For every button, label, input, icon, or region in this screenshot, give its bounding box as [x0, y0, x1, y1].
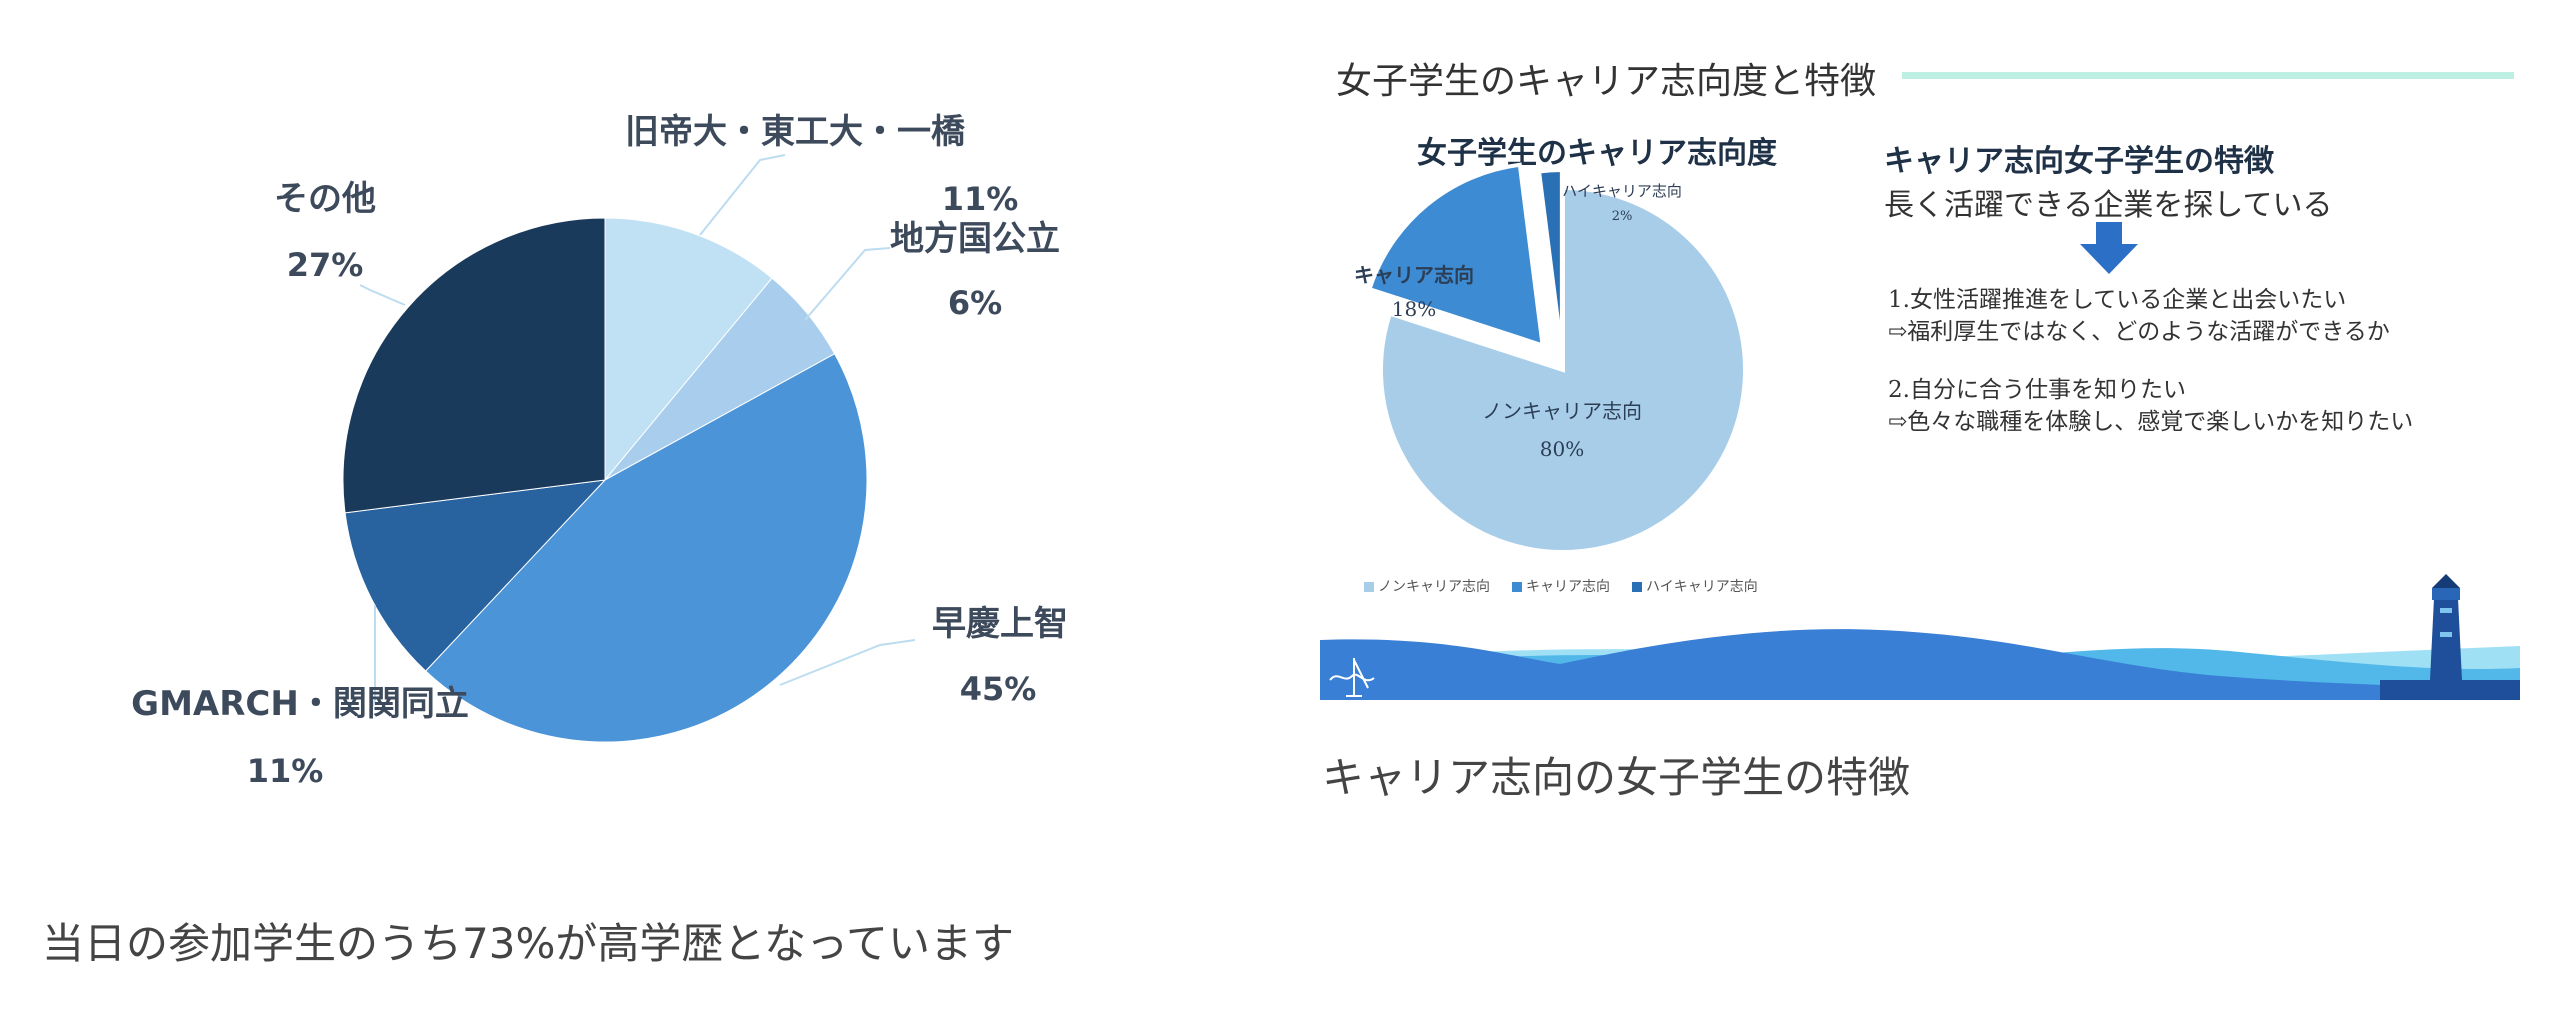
- slice-label: ノンキャリア志向: [1482, 399, 1642, 423]
- legend-item: ノンキャリア志向: [1364, 576, 1490, 596]
- leader-line: [699, 154, 786, 236]
- slice-label: ハイキャリア志向: [1562, 182, 1682, 200]
- down-arrow-icon: [2080, 222, 2138, 274]
- slice-value-label: 6%: [948, 284, 1002, 322]
- legend-item: ハイキャリア志向: [1632, 576, 1758, 596]
- pie-slice: [424, 353, 868, 743]
- slice-label: キャリア志向: [1354, 263, 1474, 287]
- pie-slice: [1536, 168, 1564, 353]
- career-pie-title: 女子学生のキャリア志向度: [1417, 136, 1777, 171]
- lighthouse-icon: [2380, 574, 2520, 700]
- slice-value-label: 18%: [1392, 297, 1436, 321]
- slice-value-label: 80%: [1540, 437, 1584, 461]
- leader-line: [804, 247, 891, 321]
- slide-title: 女子学生のキャリア志向度と特徴: [1336, 61, 1877, 102]
- slice-label: その他: [274, 179, 376, 219]
- legend-swatch: [1632, 582, 1642, 592]
- pie-slice: [344, 479, 607, 672]
- slice-value-label: 11%: [247, 752, 324, 790]
- slice-value-label: 2%: [1612, 209, 1633, 224]
- slice-value-label: 11%: [942, 180, 1019, 218]
- features-subtitle: 長く活躍できる企業を探している: [1884, 188, 2333, 223]
- legend-label: ノンキャリア志向: [1378, 579, 1490, 595]
- leader-line: [779, 639, 916, 686]
- feature-line: ⇨福利厚生ではなく、どのような活躍ができるか: [1888, 319, 2390, 345]
- legend-swatch: [1364, 582, 1374, 592]
- career-orientation-pie-chart: ノンキャリア志向 80% キャリア志向 18% ハイキャリア志向 2%: [1354, 162, 1747, 554]
- leader-line: [359, 284, 406, 306]
- slice-label: 旧帝大・東工大・一橋: [625, 112, 965, 152]
- left-caption: 当日の参加学生のうち73%が高学歴となっています: [42, 919, 1014, 968]
- signature-icon: [1329, 658, 1375, 697]
- pie-slice: [604, 217, 773, 482]
- pie-slice: [1366, 162, 1545, 349]
- slice-value-label: 27%: [287, 246, 364, 284]
- leader-line: [369, 605, 376, 713]
- pie-slice: [1379, 185, 1747, 554]
- legend-label: キャリア志向: [1526, 579, 1610, 595]
- slice-label: 早慶上智: [932, 604, 1068, 644]
- legend-swatch: [1512, 582, 1522, 592]
- wave-decoration: [1320, 629, 2520, 700]
- slice-label: 地方国公立: [890, 219, 1060, 259]
- slice-value-label: 45%: [960, 670, 1037, 708]
- feature-line: 1.女性活躍推進をしている企業と出会いたい: [1888, 287, 2347, 313]
- school-distribution-pie-chart: 旧帝大・東工大・一橋11%地方国公立6%早慶上智45%GMARCH・関関同立11…: [131, 112, 1068, 790]
- title-accent-bar: [1902, 72, 2514, 79]
- feature-line: ⇨色々な職種を体験し、感覚で楽しいかを知りたい: [1888, 409, 2414, 435]
- feature-line: 2.自分に合う仕事を知りたい: [1888, 377, 2186, 403]
- right-caption: キャリア志向の女子学生の特徴: [1322, 753, 1911, 802]
- legend-label: ハイキャリア志向: [1646, 579, 1758, 595]
- features-title: キャリア志向女子学生の特徴: [1884, 144, 2274, 179]
- legend-item: キャリア志向: [1512, 576, 1610, 596]
- career-slide: 女子学生のキャリア志向度と特徴 女子学生のキャリア志向度 ノンキャリア志向 80%…: [1320, 40, 2520, 700]
- career-pie-legend: ノンキャリア志向 キャリア志向 ハイキャリア志向: [1364, 576, 1758, 596]
- pie-slice: [342, 217, 606, 514]
- slice-label: GMARCH・関関同立: [131, 684, 469, 724]
